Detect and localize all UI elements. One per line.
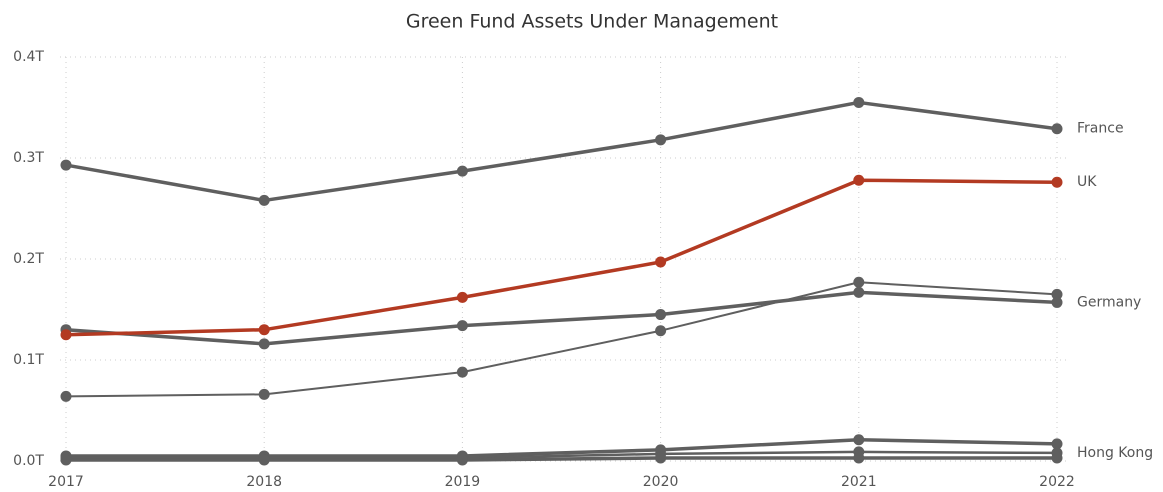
series-line <box>65 281 1058 398</box>
y-tick-label: 0.0T <box>13 453 44 469</box>
series-label: Germany <box>1077 294 1141 310</box>
data-point <box>1051 176 1063 188</box>
x-tick-label: 2021 <box>841 474 877 490</box>
series-line <box>66 438 1058 458</box>
data-point <box>1051 296 1063 308</box>
series-line <box>66 450 1058 460</box>
x-tick-label: 2020 <box>643 474 679 490</box>
data-point <box>258 454 270 466</box>
x-tick-label: 2018 <box>246 474 282 490</box>
data-point <box>456 366 468 378</box>
series-label: Hong Kong <box>1077 445 1153 461</box>
data-point <box>1051 123 1063 135</box>
data-point <box>853 434 865 446</box>
data-point <box>456 320 468 332</box>
data-point <box>60 159 72 171</box>
x-tick-label: 2022 <box>1039 474 1075 490</box>
data-point <box>456 454 468 466</box>
series-label: UK <box>1077 174 1097 190</box>
y-tick-label: 0.2T <box>13 251 44 267</box>
data-point <box>655 134 667 146</box>
data-point <box>60 329 72 341</box>
series-label: France <box>1077 121 1124 137</box>
data-point <box>1051 452 1063 464</box>
data-point <box>60 390 72 402</box>
chart-title: Green Fund Assets Under Management <box>406 11 778 33</box>
y-tick-label: 0.3T <box>13 150 44 166</box>
data-point <box>853 286 865 298</box>
data-point <box>258 324 270 336</box>
data-point <box>258 194 270 206</box>
series-line <box>65 178 1058 337</box>
data-point <box>853 96 865 108</box>
data-point <box>258 338 270 350</box>
data-point <box>655 309 667 321</box>
series-line <box>65 290 1058 346</box>
data-point <box>853 452 865 464</box>
data-point <box>655 256 667 268</box>
data-point <box>655 452 667 464</box>
data-point <box>456 165 468 177</box>
y-tick-label: 0.4T <box>13 49 44 65</box>
data-point <box>60 454 72 466</box>
series-line <box>66 456 1057 462</box>
data-point <box>1051 438 1063 450</box>
data-point <box>258 388 270 400</box>
y-tick-label: 0.1T <box>13 352 44 368</box>
data-point <box>655 325 667 337</box>
data-point <box>853 174 865 186</box>
data-point <box>853 276 865 288</box>
series-line <box>65 100 1058 203</box>
data-point <box>456 291 468 303</box>
x-tick-label: 2019 <box>445 474 481 490</box>
x-tick-label: 2017 <box>48 474 84 490</box>
data-point <box>1051 288 1063 300</box>
